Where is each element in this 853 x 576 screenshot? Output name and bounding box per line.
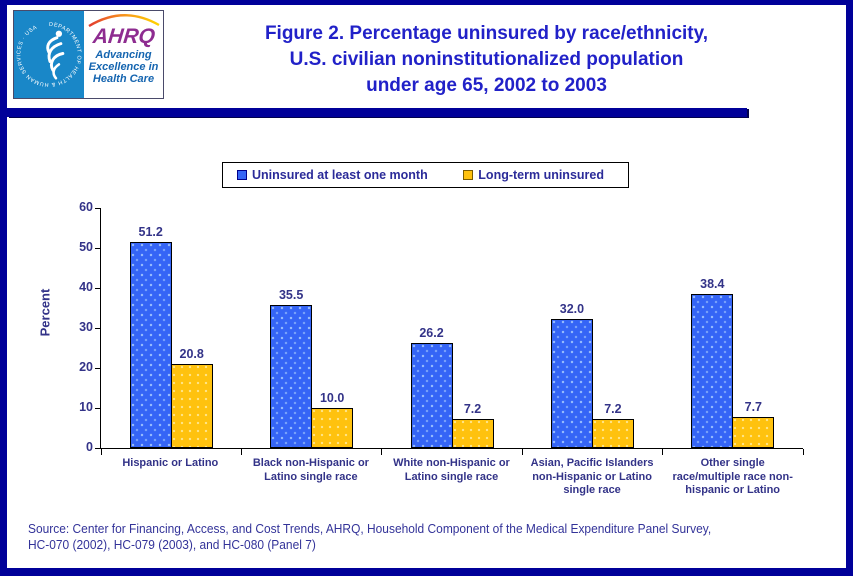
y-axis-tick-mark bbox=[95, 287, 100, 289]
y-axis-tick-label: 0 bbox=[86, 440, 93, 454]
plot-area: 51.2 20.8 35.5 10.0 26.2 7.2 32.0 7.2 38.4 7.7 0 1… bbox=[79, 200, 804, 455]
bar-uninsured-at-least-one-month bbox=[550, 319, 593, 448]
bar-group: 38.4 7.7 bbox=[663, 277, 803, 448]
y-axis-tick-mark bbox=[95, 327, 100, 329]
y-axis-tick-label: 60 bbox=[79, 200, 93, 214]
y-axis-tick-mark bbox=[95, 247, 100, 249]
legend-item-long-term: Long-term uninsured bbox=[463, 168, 604, 182]
bar-value-label: 38.4 bbox=[700, 277, 725, 291]
category-label: Asian, Pacific Islanders non-Hispanic or… bbox=[530, 457, 654, 496]
y-axis-title: Percent bbox=[37, 288, 53, 337]
bar-value-label: 26.2 bbox=[419, 326, 444, 340]
x-axis-tick-mark bbox=[662, 449, 664, 455]
bar-column: 38.4 bbox=[691, 277, 734, 448]
bar-group: 26.2 7.2 bbox=[382, 326, 522, 448]
bar-group: 32.0 7.2 bbox=[522, 302, 662, 448]
bar-value-label: 10.0 bbox=[319, 391, 345, 405]
x-axis-tick-mark bbox=[100, 449, 102, 455]
bar-value-label: 7.2 bbox=[463, 402, 482, 416]
legend-swatch-blue bbox=[237, 170, 247, 180]
bar-column: 7.7 bbox=[732, 400, 775, 448]
y-axis-tick-label: 20 bbox=[79, 360, 93, 375]
figure-title: Figure 2. Percentage uninsured by race/e… bbox=[264, 23, 709, 96]
bar-uninsured-at-least-one-month bbox=[129, 242, 172, 448]
bar-uninsured-at-least-one-month bbox=[691, 294, 734, 448]
rainbow-arc-icon bbox=[87, 14, 160, 27]
bar-column: 32.0 bbox=[550, 302, 593, 448]
bar-value-label: 51.2 bbox=[138, 225, 163, 239]
category-label: Other single race/multiple race non- his… bbox=[672, 457, 793, 496]
x-axis-category-labels: Hispanic or Latino Black non-Hispanic or … bbox=[100, 457, 803, 498]
bar-group: 51.2 20.8 bbox=[101, 225, 241, 448]
bar-long-term-uninsured bbox=[732, 417, 775, 448]
x-axis-tick-mark bbox=[381, 449, 383, 455]
chart-legend: Uninsured at least one month Long-term u… bbox=[222, 162, 629, 188]
bar-value-label: 7.7 bbox=[744, 400, 763, 414]
ahrq-logo: AHRQ Advancing Excellence in Health Care bbox=[84, 11, 163, 98]
bar-column: 51.2 bbox=[129, 225, 172, 448]
bar-uninsured-at-least-one-month bbox=[410, 343, 453, 448]
bar-column: 7.2 bbox=[591, 402, 634, 448]
bar-pair: 26.2 7.2 bbox=[410, 326, 494, 448]
y-axis-tick-label: 10 bbox=[79, 400, 93, 415]
y-axis-tick-mark bbox=[95, 407, 100, 409]
bar-long-term-uninsured bbox=[170, 364, 213, 448]
hhs-logo: DEPARTMENT OF HEALTH & HUMAN SERVICES · … bbox=[14, 11, 84, 98]
bar-pair: 51.2 20.8 bbox=[129, 225, 213, 448]
ahrq-tagline: Advancing Excellence in Health Care bbox=[88, 49, 159, 85]
agency-logo: DEPARTMENT OF HEALTH & HUMAN SERVICES · … bbox=[13, 10, 164, 99]
y-axis-tick-mark bbox=[95, 207, 100, 209]
bar-column: 10.0 bbox=[311, 391, 354, 448]
y-axis-tick-label: 30 bbox=[79, 320, 93, 334]
bar-column: 7.2 bbox=[451, 402, 494, 448]
bar-long-term-uninsured bbox=[451, 419, 494, 448]
bar-pair: 38.4 7.7 bbox=[691, 277, 775, 448]
title-divider-rule bbox=[7, 108, 747, 117]
bar-value-label: 32.0 bbox=[559, 302, 585, 316]
bar-long-term-uninsured bbox=[591, 419, 634, 448]
bar-pair: 35.5 10.0 bbox=[270, 288, 354, 448]
category-label: White non-Hispanic or Latino single race bbox=[393, 457, 510, 483]
ahrq-wordmark: AHRQ bbox=[91, 25, 156, 48]
y-axis-tick-label: 40 bbox=[79, 280, 93, 295]
bar-group: 35.5 10.0 bbox=[241, 288, 381, 448]
legend-swatch-yellow bbox=[463, 170, 474, 180]
category-label: Hispanic or Latino bbox=[122, 457, 219, 469]
y-axis-tick-mark bbox=[95, 447, 100, 449]
source-note: Source: Center for Financing, Access, an… bbox=[28, 521, 712, 552]
bar-uninsured-at-least-one-month bbox=[270, 305, 313, 448]
bar-column: 35.5 bbox=[270, 288, 313, 448]
category-label: Black non-Hispanic or Latino single race bbox=[252, 457, 369, 483]
bar-column: 26.2 bbox=[410, 326, 453, 448]
bar-pair: 32.0 7.2 bbox=[550, 302, 634, 448]
legend-label: Uninsured at least one month bbox=[252, 168, 428, 182]
x-axis-tick-mark bbox=[240, 449, 242, 455]
bar-value-label: 35.5 bbox=[278, 288, 304, 302]
legend-item-uninsured-month: Uninsured at least one month bbox=[237, 168, 428, 182]
bar-value-label: 7.2 bbox=[604, 402, 622, 416]
y-axis-tick-mark bbox=[95, 367, 100, 369]
bar-value-label: 20.8 bbox=[179, 347, 204, 361]
bar-groups: 51.2 20.8 35.5 10.0 26.2 7.2 32.0 7.2 38.4 7.7 bbox=[101, 208, 803, 448]
x-axis-tick-mark bbox=[521, 449, 523, 455]
bar-column: 20.8 bbox=[170, 347, 213, 448]
legend-label: Long-term uninsured bbox=[478, 168, 604, 182]
hhs-eagle-icon: DEPARTMENT OF HEALTH & HUMAN SERVICES · … bbox=[14, 11, 84, 98]
bar-long-term-uninsured bbox=[311, 408, 354, 448]
x-axis-tick-mark bbox=[802, 449, 804, 455]
y-axis-tick-label: 50 bbox=[79, 240, 93, 254]
